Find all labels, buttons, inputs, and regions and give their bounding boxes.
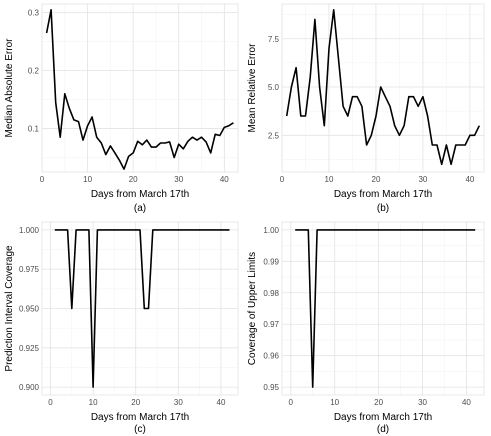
y-tick-label: 1.00 <box>263 226 279 235</box>
panel-a: 0 10 20 30 40 0.1 0.2 0.3 Days from March 17th Me… <box>4 3 239 214</box>
x-tick-label: 40 <box>220 175 229 184</box>
x-tick-label: 0 <box>280 175 285 184</box>
y-tick-label: 0.900 <box>19 383 40 392</box>
panel-c: 0 10 20 30 40 0.900 0.925 0.950 0.975 1.000 Days f… <box>4 221 239 435</box>
y-tick-label: 5.0 <box>268 83 280 92</box>
panel-caption: (c) <box>134 424 146 435</box>
y-tick-label: 0.97 <box>263 320 279 329</box>
y-tick-label: 0.3 <box>28 9 40 18</box>
y-axis-label: Coverage of Upper Limits <box>247 252 258 365</box>
panel-caption: (a) <box>134 203 146 214</box>
y-axis-label: Prediction Interval Coverage <box>4 245 15 372</box>
x-tick-label: 30 <box>174 398 183 407</box>
y-tick-label: 0.96 <box>263 352 279 361</box>
x-axis-label: Days from March 17th <box>334 412 432 423</box>
x-tick-label: 10 <box>89 398 98 407</box>
y-tick-label: 0.98 <box>263 289 279 298</box>
y-tick-label: 2.5 <box>268 131 280 140</box>
x-tick-label: 30 <box>418 398 427 407</box>
y-tick-label: 0.1 <box>28 125 40 134</box>
panel-d: 0 10 20 30 40 0.95 0.96 0.97 0.98 0.99 1.00 Days fr… <box>247 221 485 435</box>
x-tick-label: 0 <box>40 175 45 184</box>
x-tick-label: 20 <box>131 398 140 407</box>
series-line <box>45 9 234 170</box>
y-tick-label: 0.975 <box>19 265 40 274</box>
y-axis-label: Mean Relative Error <box>247 43 258 133</box>
y-tick-label: 7.5 <box>268 35 280 44</box>
y-tick-label: 0.95 <box>263 383 279 392</box>
x-axis-label: Days from March 17th <box>91 412 189 423</box>
x-tick-label: 10 <box>83 175 92 184</box>
x-tick-label: 20 <box>129 175 138 184</box>
y-tick-label: 0.2 <box>28 67 40 76</box>
x-tick-label: 10 <box>325 175 334 184</box>
panel-caption: (d) <box>377 424 389 435</box>
x-tick-label: 40 <box>465 175 474 184</box>
series-line <box>54 229 230 388</box>
x-axis-label: Days from March 17th <box>334 189 432 200</box>
x-tick-label: 10 <box>330 398 339 407</box>
y-tick-label: 0.99 <box>263 257 279 266</box>
x-tick-label: 30 <box>174 175 183 184</box>
series-line <box>295 229 476 388</box>
x-tick-label: 20 <box>374 398 383 407</box>
panel-b: 0 10 20 30 40 2.5 5.0 7.5 Days from March 17th Me… <box>247 3 485 214</box>
y-tick-label: 0.925 <box>19 344 40 353</box>
x-tick-label: 30 <box>418 175 427 184</box>
x-tick-label: 40 <box>462 398 471 407</box>
x-tick-label: 0 <box>48 398 53 407</box>
y-tick-label: 1.000 <box>19 226 40 235</box>
x-tick-label: 20 <box>372 175 381 184</box>
series-line <box>285 9 481 166</box>
panel-caption: (b) <box>377 203 389 214</box>
plot-area <box>281 3 485 173</box>
y-tick-label: 0.950 <box>19 305 40 314</box>
y-axis-label: Median Absolute Error <box>4 38 15 138</box>
x-tick-label: 0 <box>289 398 294 407</box>
x-tick-label: 40 <box>217 398 226 407</box>
x-axis-label: Days from March 17th <box>91 189 189 200</box>
